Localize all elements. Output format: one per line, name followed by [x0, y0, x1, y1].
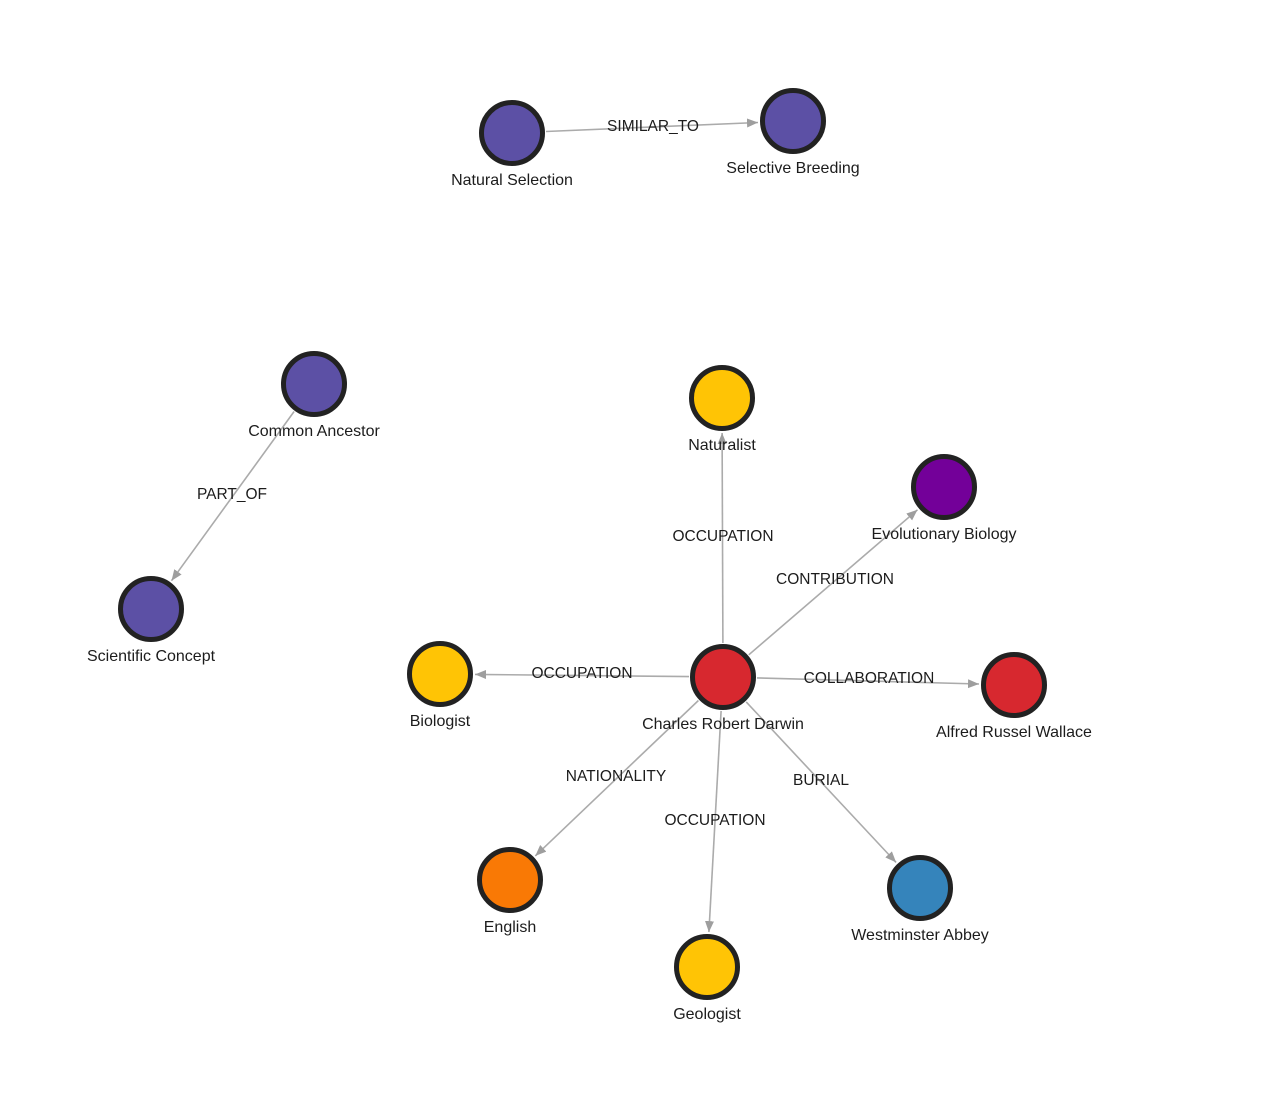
node-english[interactable] [477, 847, 543, 913]
node-selective-breeding[interactable] [760, 88, 826, 154]
edge-label-natural-selection-to-selective-breeding: SIMILAR_TO [607, 118, 699, 135]
edge-label-charles-robert-darwin-to-geologist: OCCUPATION [664, 812, 766, 829]
node-geologist[interactable] [674, 934, 740, 1000]
node-label-geologist: Geologist [673, 1006, 741, 1023]
node-charles-robert-darwin[interactable] [690, 644, 756, 710]
node-label-selective-breeding: Selective Breeding [726, 160, 860, 177]
node-biologist[interactable] [407, 641, 473, 707]
edge-label-charles-robert-darwin-to-westminster-abbey: BURIAL [793, 772, 849, 789]
node-label-charles-robert-darwin: Charles Robert Darwin [642, 716, 804, 733]
node-naturalist[interactable] [689, 365, 755, 431]
edge-label-common-ancestor-to-scientific-concept: PART_OF [196, 486, 268, 503]
node-common-ancestor[interactable] [281, 351, 347, 417]
node-label-naturalist: Naturalist [688, 437, 756, 454]
node-label-english: English [483, 919, 537, 936]
node-label-scientific-concept: Scientific Concept [86, 648, 216, 665]
node-westminster-abbey[interactable] [887, 855, 953, 921]
node-label-biologist: Biologist [409, 713, 471, 730]
edge-label-charles-robert-darwin-to-naturalist: OCCUPATION [672, 528, 774, 545]
node-label-westminster-abbey: Westminster Abbey [851, 927, 989, 944]
node-evolutionary-biology[interactable] [911, 454, 977, 520]
node-label-natural-selection: Natural Selection [451, 172, 573, 189]
node-label-alfred-russel-wallace: Alfred Russel Wallace [936, 724, 1092, 741]
edge-label-charles-robert-darwin-to-english: NATIONALITY [565, 768, 667, 785]
node-scientific-concept[interactable] [118, 576, 184, 642]
node-alfred-russel-wallace[interactable] [981, 652, 1047, 718]
edge-label-charles-robert-darwin-to-biologist: OCCUPATION [531, 665, 633, 682]
node-natural-selection[interactable] [479, 100, 545, 166]
node-label-common-ancestor: Common Ancestor [248, 423, 380, 440]
node-label-evolutionary-biology: Evolutionary Biology [871, 526, 1017, 543]
edge-label-charles-robert-darwin-to-alfred-russel-wallace: COLLABORATION [803, 670, 935, 687]
edge-label-charles-robert-darwin-to-evolutionary-biology: CONTRIBUTION [776, 571, 894, 588]
